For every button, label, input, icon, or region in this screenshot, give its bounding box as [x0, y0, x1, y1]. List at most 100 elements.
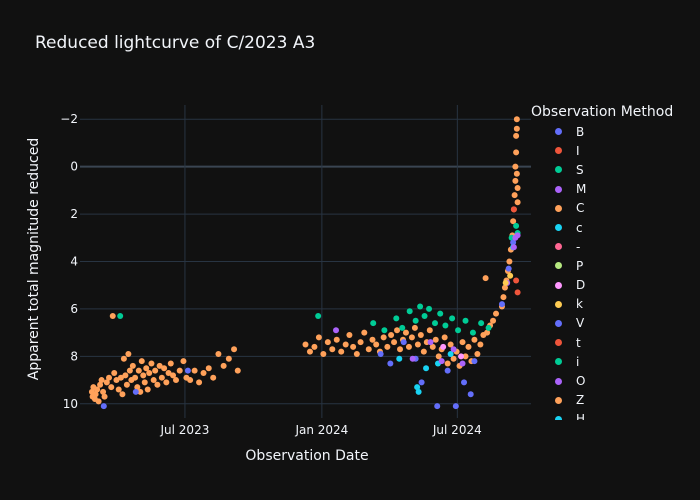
data-point: [187, 377, 194, 384]
legend-marker: [555, 185, 562, 193]
data-point: [482, 275, 489, 282]
data-point: [134, 384, 141, 391]
legend-marker: [555, 300, 562, 308]
data-point: [94, 386, 101, 393]
x-tick-label: Jan 2024: [294, 423, 348, 437]
x-tick-label: Jul 2024: [432, 423, 482, 437]
data-point: [324, 339, 331, 346]
legend-item[interactable]: c: [530, 218, 695, 237]
legend-item[interactable]: M: [530, 180, 695, 199]
data-point: [388, 332, 395, 339]
data-point: [191, 367, 198, 374]
data-point: [119, 391, 126, 398]
data-point: [505, 265, 512, 272]
legend-item[interactable]: H: [530, 410, 695, 420]
data-point: [514, 199, 521, 206]
legend-item[interactable]: t: [530, 333, 695, 352]
data-point: [361, 329, 368, 336]
legend-item[interactable]: k: [530, 295, 695, 314]
legend-item[interactable]: Z: [530, 391, 695, 410]
data-point: [103, 379, 110, 386]
data-point: [506, 258, 513, 265]
y-axis-ticks: −2 0 2 4 6 8 10: [60, 112, 78, 411]
legend-marker: [555, 396, 562, 404]
legend-item[interactable]: I: [530, 141, 695, 160]
data-point: [391, 339, 398, 346]
data-point: [461, 379, 468, 386]
data-point: [484, 329, 491, 336]
data-point: [406, 308, 413, 315]
data-point: [138, 358, 145, 365]
data-point: [180, 358, 187, 365]
data-point: [163, 379, 170, 386]
data-point: [200, 369, 207, 376]
data-point: [146, 369, 153, 376]
data-point: [152, 367, 159, 374]
data-point: [411, 324, 418, 331]
data-point: [111, 369, 118, 376]
y-tick-label: 10: [63, 397, 78, 411]
data-point: [452, 403, 459, 410]
y-tick-label: 8: [70, 349, 78, 363]
data-point: [393, 315, 400, 322]
data-point: [447, 350, 454, 357]
data-point: [467, 391, 474, 398]
data-point: [437, 310, 444, 317]
data-point: [471, 336, 478, 343]
data-point: [510, 239, 517, 246]
y-tick-label: 4: [70, 255, 78, 269]
series-k: [502, 272, 514, 286]
data-point: [167, 360, 174, 367]
data-point: [122, 372, 129, 379]
data-point: [329, 346, 336, 353]
legend-label: k: [576, 297, 583, 312]
legend-item[interactable]: O: [530, 371, 695, 390]
data-point: [421, 313, 428, 320]
data-point: [426, 305, 433, 312]
data-point: [215, 350, 222, 357]
data-point: [106, 374, 113, 381]
data-point: [513, 132, 520, 139]
data-point: [365, 346, 372, 353]
data-point: [148, 360, 155, 367]
data-point: [115, 386, 122, 393]
legend-item[interactable]: C: [530, 199, 695, 218]
data-point: [108, 384, 115, 391]
data-point: [137, 388, 144, 395]
legend-item[interactable]: -: [530, 237, 695, 256]
data-point: [510, 206, 517, 213]
legend-item[interactable]: D: [530, 276, 695, 295]
data-point: [415, 388, 422, 395]
data-point: [458, 353, 465, 360]
chart-title: Reduced lightcurve of C/2023 A3: [35, 33, 316, 53]
legend-item[interactable]: i: [530, 352, 695, 371]
legend-item[interactable]: P: [530, 256, 695, 275]
legend-item[interactable]: S: [530, 160, 695, 179]
legend-marker: [555, 147, 562, 155]
data-point: [92, 391, 99, 398]
legend-item[interactable]: B: [530, 122, 695, 141]
data-point: [342, 341, 349, 348]
data-point: [514, 184, 521, 191]
legend-marker: [555, 281, 562, 289]
data-point: [449, 315, 456, 322]
data-point: [101, 393, 108, 400]
data-point: [417, 332, 424, 339]
data-point: [320, 350, 327, 357]
data-point: [380, 334, 387, 341]
legend-item[interactable]: V: [530, 314, 695, 333]
data-point: [158, 374, 165, 381]
data-point: [196, 379, 203, 386]
data-point: [184, 367, 191, 374]
data-point: [97, 381, 104, 388]
data-point: [507, 272, 514, 279]
data-point: [140, 372, 147, 379]
legend-label: i: [576, 354, 580, 369]
data-point: [414, 384, 421, 391]
data-point: [513, 116, 520, 123]
legend-marker: [555, 339, 562, 347]
data-point: [513, 222, 520, 229]
